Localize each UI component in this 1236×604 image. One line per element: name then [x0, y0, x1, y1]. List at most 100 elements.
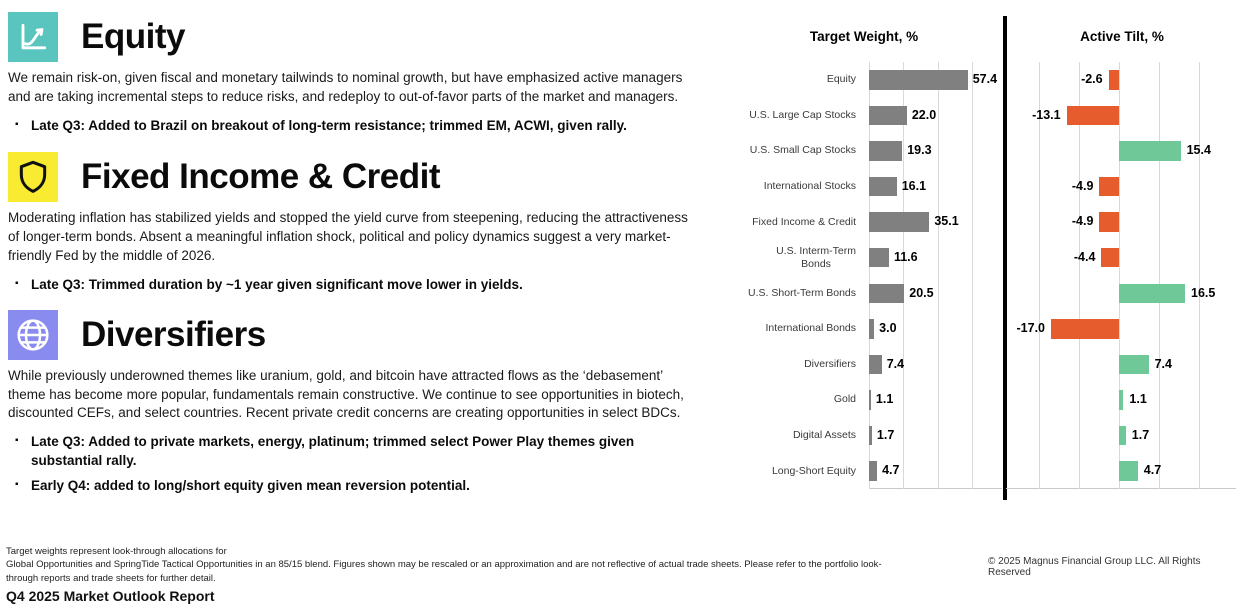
target-weight-value: 16.1 [901, 178, 927, 193]
section-equity: Equity We remain risk-on, given fiscal a… [8, 12, 702, 135]
active-tilt-bar [1101, 247, 1119, 268]
shield-icon [8, 152, 58, 203]
bullet-item: ▪ Early Q4: added to long/short equity g… [8, 477, 702, 496]
footnote-line: Target weights represent look-through al… [6, 546, 227, 557]
target-weight-value: 19.3 [907, 143, 932, 158]
active-tilt-value: -17.0 [1016, 321, 1046, 336]
globe-icon [8, 309, 58, 360]
gridline [869, 62, 870, 489]
target-weight-value: 57.4 [972, 72, 998, 87]
gridline [937, 62, 939, 489]
active-tilt-bar [1108, 70, 1119, 90]
section-title: Equity [81, 17, 185, 56]
target-weight-value: 35.1 [934, 214, 959, 229]
target-weight-value: 22.0 [911, 107, 937, 122]
target-weight-chart-title: Target Weight, % [809, 29, 919, 44]
target-weight-value: 4.7 [882, 463, 900, 478]
active-tilt-bar [1119, 390, 1124, 410]
active-tilt-value: 1.1 [1129, 392, 1147, 407]
section-bullets: ▪ Late Q3: Trimmed duration by ~1 year g… [8, 276, 702, 295]
target-weight-bar [869, 247, 889, 268]
section-body: We remain risk-on, given fiscal and mone… [8, 70, 683, 104]
active-tilt-value: -4.9 [1071, 214, 1094, 229]
bullet-text: Late Q3: Trimmed duration by ~1 year giv… [31, 277, 523, 293]
gridline [1079, 62, 1080, 489]
category-label: Diversifiers [804, 357, 856, 370]
target-weight-bar [869, 283, 905, 304]
target-weight-value: 7.4 [886, 356, 905, 371]
section-fixed-income-header: Fixed Income & Credit [8, 152, 702, 203]
gridline [1199, 62, 1200, 489]
bullet-item: ▪ Late Q3: Trimmed duration by ~1 year g… [8, 276, 702, 295]
section-bullets: ▪ Late Q3: Added to private markets, ene… [8, 433, 702, 495]
category-label: Fixed Income & Credit [752, 215, 856, 228]
category-label: International Stocks [763, 179, 856, 192]
section-diversifiers-header: Diversifiers [8, 309, 702, 360]
active-tilt-chart-title: Active Tilt, % [1080, 29, 1164, 44]
category-label: U.S. Interm-Term Bonds [776, 244, 856, 270]
active-tilt-bar [1119, 461, 1138, 481]
category-label: International Bonds [765, 322, 856, 335]
category-label: U.S. Short-Term Bonds [748, 286, 856, 299]
bullet-item: ▪ Late Q3: Added to Brazil on breakout o… [8, 117, 702, 136]
active-tilt-bar [1119, 283, 1185, 304]
bullet-item: ▪ Late Q3: Added to private markets, ene… [8, 433, 702, 470]
category-label: Long-Short Equity [771, 464, 856, 477]
target-weight-bar [869, 425, 872, 446]
section-fixed-income: Fixed Income & Credit Moderating inflati… [8, 152, 702, 294]
section-equity-header: Equity [8, 12, 702, 62]
copyright-text: © 2025 Magnus Financial Group LLC. All R… [988, 556, 1201, 578]
active-tilt-bar [1066, 105, 1119, 126]
active-tilt-value: 1.7 [1131, 427, 1150, 442]
active-tilt-value: -2.6 [1081, 72, 1103, 87]
category-label: Digital Assets [792, 429, 856, 442]
target-weight-bar [869, 354, 882, 375]
active-tilt-value: -4.9 [1071, 178, 1094, 193]
section-title: Diversifiers [81, 314, 266, 354]
category-axis: Equity U.S. Large Cap Stocks U.S. Small Ca… [726, 12, 869, 512]
clipped-report-title: Q4 2025 Market Outlook Report [6, 588, 215, 604]
active-tilt-value: 7.4 [1154, 356, 1172, 371]
active-tilt-bar [1099, 176, 1119, 197]
active-tilt-bar [1119, 141, 1181, 161]
section-body: Moderating inflation has stabilized yiel… [8, 210, 688, 264]
commentary-column: Equity We remain risk-on, given fiscal a… [8, 12, 702, 495]
charts-panel: Target Weight, % Active Tilt, % Equity U.… [726, 12, 1236, 512]
target-weight-value: 1.1 [875, 392, 894, 407]
target-weight-bar [869, 105, 907, 126]
target-weight-value: 20.5 [909, 285, 934, 300]
active-tilt-bar [1051, 319, 1119, 339]
footnote: Target weights represent look-through al… [6, 545, 894, 585]
bullet-icon: ▪ [15, 435, 19, 447]
target-weight-bar [869, 141, 903, 161]
target-weight-value: 11.6 [893, 249, 918, 264]
line-chart-icon [8, 12, 58, 62]
target-weight-bar [869, 461, 878, 481]
gridline [972, 62, 974, 489]
bullet-text: Late Q3: Added to Brazil on breakout of … [31, 117, 627, 133]
section-body: While previously underowned themes like … [8, 367, 684, 421]
category-label: Equity [826, 73, 856, 86]
category-label: U.S. Small Cap Stocks [749, 144, 856, 157]
active-tilt-bar [1119, 354, 1149, 375]
target-weight-bar [869, 212, 930, 232]
target-weight-plot: 57.4 22.0 19.3 16.1 35.1 11.6 20.5 3.0 7.4 1.1 1.7… [869, 62, 1002, 489]
category-label: Gold [833, 393, 856, 406]
section-title: Fixed Income & Credit [81, 157, 441, 197]
bullet-text: Early Q4: added to long/short equity giv… [31, 477, 470, 493]
chart-divider [1003, 16, 1007, 500]
active-tilt-plot: -2.6 -13.1 15.4 -4.9 -4.9 -4.4 16.5 -17.0 7.4 1.1… [1006, 62, 1236, 489]
category-label: U.S. Large Cap Stocks [749, 108, 856, 121]
target-weight-bar [869, 176, 897, 197]
target-weight-value: 1.7 [876, 427, 895, 442]
gridline [903, 62, 905, 489]
bullet-icon: ▪ [15, 118, 19, 130]
gridline [1039, 62, 1040, 489]
section-diversifiers: Diversifiers While previously underowned… [8, 309, 702, 496]
active-tilt-value: -13.1 [1032, 107, 1061, 122]
target-weight-value: 3.0 [879, 321, 897, 336]
gridline [1119, 62, 1120, 489]
target-weight-bar [869, 319, 875, 339]
footnote-line: Global Opportunities and SpringTide Tact… [6, 559, 882, 584]
